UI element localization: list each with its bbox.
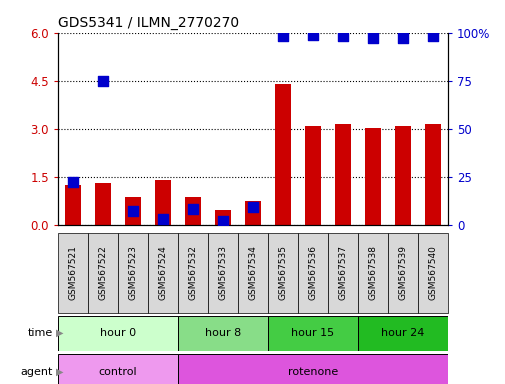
FancyBboxPatch shape [387, 233, 417, 313]
Bar [184, 197, 201, 225]
Text: GSM567537: GSM567537 [338, 245, 347, 300]
Point [159, 216, 167, 222]
Point [368, 35, 376, 41]
Bar [394, 126, 410, 225]
Bar [125, 197, 141, 225]
Text: ▶: ▶ [56, 328, 63, 338]
Bar [95, 183, 111, 225]
Text: GSM567539: GSM567539 [397, 245, 407, 300]
Text: time: time [28, 328, 53, 338]
Bar [274, 84, 291, 225]
Point [338, 33, 346, 40]
Bar [424, 124, 440, 225]
Bar [334, 124, 350, 225]
FancyBboxPatch shape [208, 233, 237, 313]
Bar [364, 128, 380, 225]
FancyBboxPatch shape [178, 233, 208, 313]
Text: ▶: ▶ [56, 366, 63, 377]
FancyBboxPatch shape [417, 233, 447, 313]
FancyBboxPatch shape [268, 316, 357, 351]
Text: hour 24: hour 24 [380, 328, 424, 338]
FancyBboxPatch shape [178, 354, 447, 384]
Bar [214, 210, 231, 225]
Text: GSM567535: GSM567535 [278, 245, 287, 300]
FancyBboxPatch shape [88, 233, 118, 313]
FancyBboxPatch shape [268, 233, 297, 313]
Bar [155, 180, 171, 225]
Point [219, 218, 227, 224]
FancyBboxPatch shape [357, 316, 447, 351]
Point [248, 204, 257, 210]
Text: agent: agent [21, 366, 53, 377]
Text: GSM567538: GSM567538 [368, 245, 377, 300]
Text: control: control [98, 366, 137, 377]
Bar [65, 185, 81, 225]
Text: GDS5341 / ILMN_2770270: GDS5341 / ILMN_2770270 [58, 16, 239, 30]
Point [398, 35, 406, 41]
Text: hour 8: hour 8 [205, 328, 241, 338]
FancyBboxPatch shape [118, 233, 148, 313]
Bar [244, 201, 261, 225]
Text: GSM567540: GSM567540 [427, 245, 436, 300]
Text: GSM567523: GSM567523 [128, 245, 137, 300]
Text: rotenone: rotenone [287, 366, 337, 377]
Point [308, 31, 316, 38]
FancyBboxPatch shape [178, 316, 268, 351]
Text: hour 15: hour 15 [291, 328, 334, 338]
FancyBboxPatch shape [327, 233, 357, 313]
FancyBboxPatch shape [237, 233, 268, 313]
Point [69, 179, 77, 185]
Point [189, 206, 197, 212]
Text: GSM567536: GSM567536 [308, 245, 317, 300]
FancyBboxPatch shape [58, 233, 88, 313]
FancyBboxPatch shape [58, 354, 178, 384]
Text: GSM567521: GSM567521 [69, 245, 78, 300]
Point [129, 208, 137, 214]
Point [428, 33, 436, 40]
Text: GSM567524: GSM567524 [158, 245, 167, 300]
Text: GSM567522: GSM567522 [98, 245, 108, 300]
Text: GSM567533: GSM567533 [218, 245, 227, 300]
FancyBboxPatch shape [357, 233, 387, 313]
Text: GSM567532: GSM567532 [188, 245, 197, 300]
FancyBboxPatch shape [297, 233, 327, 313]
FancyBboxPatch shape [58, 316, 178, 351]
Point [99, 78, 107, 84]
Bar [304, 126, 321, 225]
Point [278, 33, 286, 40]
Text: GSM567534: GSM567534 [248, 245, 257, 300]
FancyBboxPatch shape [148, 233, 178, 313]
Text: hour 0: hour 0 [100, 328, 136, 338]
